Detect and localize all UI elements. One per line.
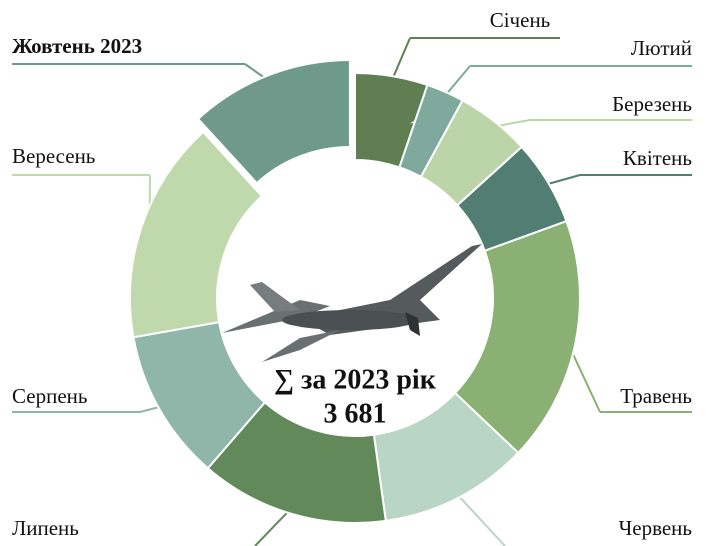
leader-line: [453, 490, 506, 546]
category-label: Лютий: [631, 36, 692, 60]
category-label: Вересень: [12, 144, 95, 168]
category-label: Січень: [490, 8, 551, 32]
donut-segment: [129, 130, 264, 339]
total-label: 3 681: [324, 398, 387, 429]
category-label: Липень: [12, 516, 79, 540]
category-label: Березень: [612, 92, 692, 116]
center-label: ∑ за 2023 рік: [274, 364, 437, 395]
category-label: Червень: [619, 516, 692, 540]
drone-illustration: [222, 244, 482, 362]
category-label: Жовтень 2023: [12, 34, 142, 58]
category-label: Серпень: [12, 384, 87, 408]
donut-segment: [196, 58, 351, 185]
category-label: Квітень: [623, 146, 692, 170]
category-label: Травень: [620, 384, 692, 408]
